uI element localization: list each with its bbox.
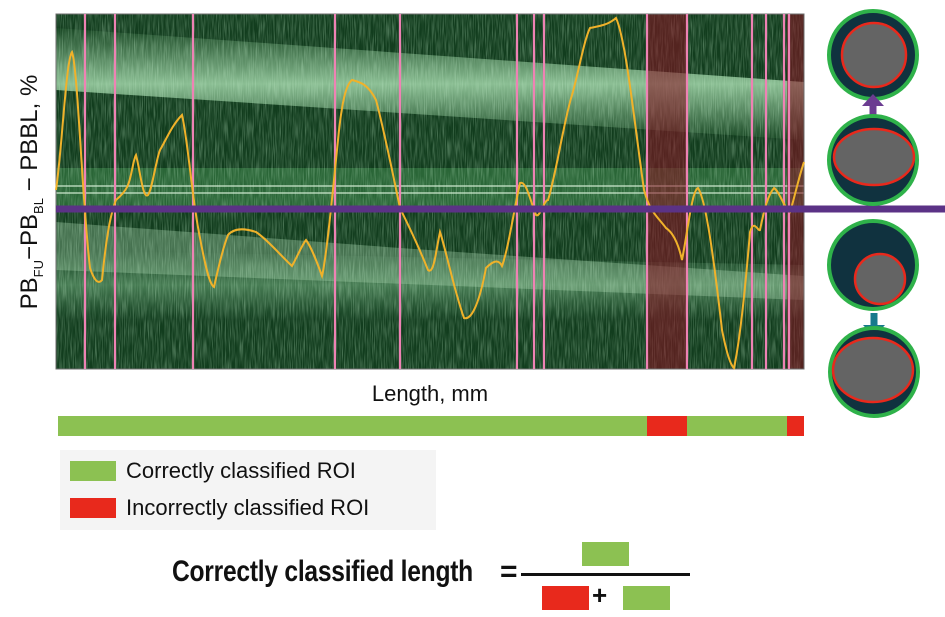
vessel-cross-section-icon: [827, 114, 919, 206]
vessel-cross-section-icon: [828, 326, 920, 418]
legend-item-incorrect: Incorrectly classified ROI: [70, 495, 369, 521]
vessel-cross-section-icon: [827, 9, 919, 101]
formula-fraction-bar: [521, 573, 690, 576]
legend-swatch-incorrect: [70, 498, 116, 518]
formula-numerator-block: [582, 542, 629, 566]
legend-item-correct: Correctly classified ROI: [70, 458, 356, 484]
pullback-image: [56, 14, 804, 369]
x-axis-label: Length, mm: [371, 381, 489, 406]
y-axis-label: PBFU−PBBL − PBBL, %: [16, 74, 46, 310]
incorrect-region: [647, 14, 687, 369]
legend-label-correct: Correctly classified ROI: [126, 458, 356, 483]
formula-denominator-green-block: [623, 586, 670, 610]
pb-change-curve: [55, 16, 805, 370]
classification-bar: [58, 416, 804, 436]
vessel-cross-section-icon: [827, 219, 919, 311]
formula-equals: =: [500, 555, 518, 588]
formula-plus: +: [592, 580, 608, 610]
formula-label: Correctly classified length: [172, 555, 473, 588]
formula-denominator-red-block: [542, 586, 589, 610]
legend-label-incorrect: Incorrectly classified ROI: [126, 495, 370, 520]
legend: Correctly classified ROI Incorrectly cla…: [60, 450, 436, 530]
legend-swatch-correct: [70, 461, 116, 481]
